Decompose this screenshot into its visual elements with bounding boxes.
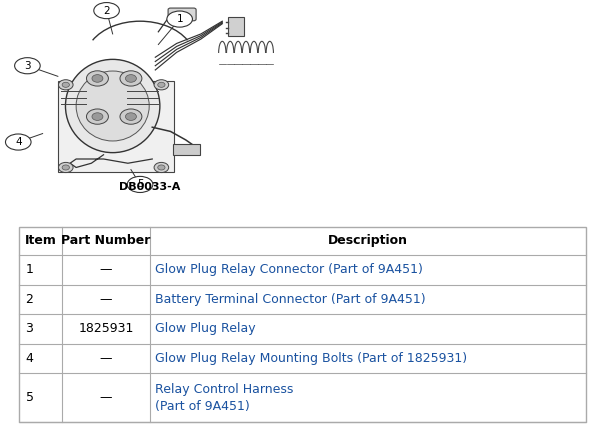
- Text: 4: 4: [15, 137, 21, 147]
- Bar: [19, 227, 586, 422]
- Ellipse shape: [15, 58, 40, 74]
- Ellipse shape: [76, 71, 149, 141]
- Circle shape: [58, 80, 73, 90]
- Ellipse shape: [66, 59, 160, 153]
- FancyBboxPatch shape: [168, 8, 196, 21]
- Text: Description: Description: [328, 234, 408, 248]
- Circle shape: [120, 109, 142, 124]
- Text: —: —: [100, 293, 112, 306]
- Text: Glow Plug Relay: Glow Plug Relay: [155, 322, 255, 335]
- Text: 1: 1: [26, 263, 33, 276]
- Text: Battery Terminal Connector (Part of 9A451): Battery Terminal Connector (Part of 9A45…: [155, 293, 425, 306]
- Text: —: —: [100, 263, 112, 276]
- Text: 1: 1: [177, 14, 183, 24]
- Circle shape: [120, 71, 142, 86]
- FancyBboxPatch shape: [173, 144, 200, 155]
- Ellipse shape: [127, 176, 153, 192]
- Circle shape: [158, 82, 165, 87]
- Circle shape: [92, 75, 103, 82]
- Text: Glow Plug Relay Mounting Bolts (Part of 1825931): Glow Plug Relay Mounting Bolts (Part of …: [155, 352, 466, 365]
- Circle shape: [154, 80, 169, 90]
- Ellipse shape: [167, 11, 192, 27]
- Circle shape: [92, 113, 103, 120]
- Text: 3: 3: [24, 61, 30, 71]
- Text: 1825931: 1825931: [78, 322, 133, 335]
- Text: Part Number: Part Number: [61, 234, 150, 248]
- Text: Glow Plug Relay Connector (Part of 9A451): Glow Plug Relay Connector (Part of 9A451…: [155, 263, 423, 276]
- Circle shape: [125, 75, 136, 82]
- Circle shape: [158, 165, 165, 170]
- Bar: [58, 81, 174, 172]
- Text: —: —: [100, 352, 112, 365]
- Text: 5: 5: [137, 179, 143, 190]
- Text: 4: 4: [26, 352, 33, 365]
- Circle shape: [86, 71, 108, 86]
- Circle shape: [62, 82, 69, 87]
- Circle shape: [154, 162, 169, 173]
- Text: 2: 2: [26, 293, 33, 306]
- Circle shape: [58, 162, 73, 173]
- Text: 3: 3: [26, 322, 33, 335]
- Text: —: —: [100, 391, 112, 404]
- Text: Relay Control Harness
(Part of 9A451): Relay Control Harness (Part of 9A451): [155, 382, 293, 413]
- Ellipse shape: [5, 134, 31, 150]
- Text: DB0033-A: DB0033-A: [119, 182, 180, 192]
- Text: 5: 5: [26, 391, 33, 404]
- Text: Item: Item: [25, 234, 57, 248]
- Circle shape: [125, 113, 136, 120]
- Circle shape: [86, 109, 108, 124]
- Text: 2: 2: [104, 6, 110, 16]
- Ellipse shape: [94, 3, 119, 19]
- Circle shape: [62, 165, 69, 170]
- FancyBboxPatch shape: [228, 17, 244, 36]
